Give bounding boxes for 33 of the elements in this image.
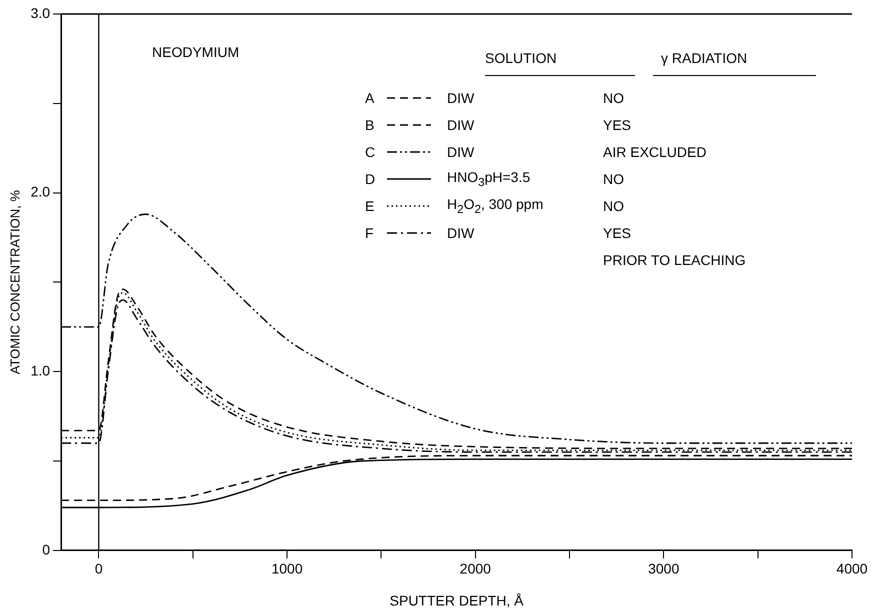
annotation: AIR EXCLUDED [603,144,708,160]
annotation: NO [603,198,625,214]
annotation: DIW [447,224,476,240]
x-tick-label: 4000 [836,560,868,577]
x-axis-title: SPUTTER DEPTH, Å [390,592,524,608]
legend-label: A [365,90,376,106]
annotation: PRIOR TO LEACHING [603,252,746,268]
annotation: DIW [447,90,476,106]
y-tick-label: 2.0 [30,184,50,200]
x-tick-label: 2000 [460,560,492,577]
y-tick-label: 0 [42,541,50,558]
legend-label: D [365,170,376,186]
legend-label: C [365,144,376,160]
y-tick-label: 1.0 [30,362,50,378]
annotation: HNO$_{3}$pH=3.5 [447,168,532,188]
x-tick-label: 1000 [271,560,303,577]
annotation: DIW [447,144,476,160]
legend-label: B [365,116,376,132]
annotation: YES [603,224,632,240]
legend-label: E [365,198,376,214]
y-axis-title: ATOMIC CONCENTRATION, % [7,190,22,374]
annotation: YES [603,116,632,132]
y-tick-label: 3.0 [30,4,50,21]
annotation: NO [603,90,625,106]
annotation: γ RADIATION [653,50,816,76]
annotation: NO [603,170,625,186]
x-tick-label: 0 [94,560,103,577]
annotation: DIW [447,116,476,132]
legend-label: F [365,224,375,240]
annotation: H$_{2}$O$_{2}$, 300 ppm [447,196,544,216]
annotation: NEODYMIUM [152,44,240,60]
x-tick-label: 3000 [648,560,680,577]
annotation: SOLUTION [485,50,635,76]
